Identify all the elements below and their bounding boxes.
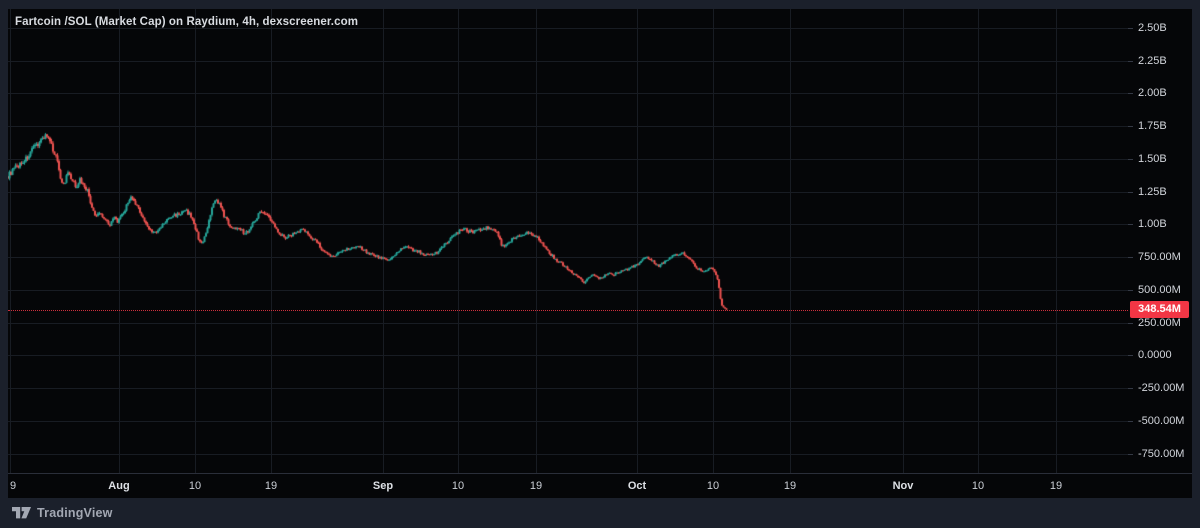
time-tick-label: 19	[264, 480, 278, 492]
price-tick-label: 250.00M	[1138, 316, 1181, 329]
price-tick-mark	[1128, 257, 1133, 259]
price-tick-label: 1.00B	[1138, 218, 1167, 231]
chart-plot[interactable]: Fartcoin /SOL (Market Cap) on Raydium, 4…	[8, 9, 1128, 473]
chart-surface: Fartcoin /SOL (Market Cap) on Raydium, 4…	[8, 9, 1192, 498]
time-tick-label: 19	[529, 480, 543, 492]
legend-title[interactable]: Fartcoin /SOL (Market Cap) on Raydium, 4…	[15, 16, 359, 28]
price-tick-label: -500.00M	[1138, 414, 1185, 427]
price-tick-label: 1.25B	[1138, 185, 1167, 198]
price-tick-mark	[1128, 420, 1133, 422]
price-tick-mark	[1128, 191, 1133, 193]
price-tick-mark	[1128, 158, 1133, 160]
tradingview-logo-icon	[12, 507, 31, 519]
time-tick-label: 10	[971, 480, 985, 492]
price-tick-label: 2.50B	[1138, 21, 1167, 34]
time-tick-label: 9	[9, 480, 17, 492]
price-tick-label: 750.00M	[1138, 251, 1181, 264]
time-tick-label: 10	[188, 480, 202, 492]
time-tick-label: Nov	[892, 480, 914, 492]
price-tick-label: 1.75B	[1138, 120, 1167, 133]
price-axis[interactable]: 348.54M 2.50B 2.25B 2.00B 1.75B 1.50B 1.25B 1.…	[1128, 9, 1192, 473]
time-tick-label: Oct	[627, 480, 647, 492]
price-tick-mark	[1128, 289, 1133, 291]
price-tick-mark	[1128, 27, 1133, 29]
price-tick-mark	[1128, 355, 1133, 357]
price-tick-label: -250.00M	[1138, 382, 1185, 395]
time-tick-label: Aug	[108, 480, 130, 492]
price-tick-mark	[1128, 93, 1133, 95]
price-tick-mark	[1128, 60, 1133, 62]
candlestick-canvas[interactable]	[8, 9, 1128, 473]
time-tick-label: 19	[1049, 480, 1063, 492]
price-tick-label: 500.00M	[1138, 283, 1181, 296]
tradingview-logo[interactable]: TradingView	[12, 504, 113, 522]
tradingview-logo-text: TradingView	[37, 506, 113, 520]
time-tick-label: 19	[783, 480, 797, 492]
price-tick-mark	[1128, 126, 1133, 128]
price-tick-label: 0.0000	[1138, 349, 1172, 362]
time-tick-label: 10	[451, 480, 465, 492]
price-tick-label: -750.00M	[1138, 447, 1185, 460]
price-tick-label: 2.25B	[1138, 54, 1167, 67]
price-tick-mark	[1128, 453, 1133, 455]
time-axis[interactable]: 9 Aug 10 19 Sep 10 19 Oct 10 19 Nov 10 19	[8, 473, 1192, 499]
time-tick-label: Sep	[372, 480, 394, 492]
last-price-badge: 348.54M	[1130, 301, 1189, 319]
last-price-line	[8, 309, 1128, 311]
bottom-bar: TradingView	[0, 498, 1200, 528]
price-tick-mark	[1128, 388, 1133, 390]
price-tick-label: 2.00B	[1138, 87, 1167, 100]
price-tick-label: 1.50B	[1138, 152, 1167, 165]
price-tick-mark	[1128, 322, 1133, 324]
time-tick-label: 10	[706, 480, 720, 492]
price-tick-mark	[1128, 224, 1133, 226]
